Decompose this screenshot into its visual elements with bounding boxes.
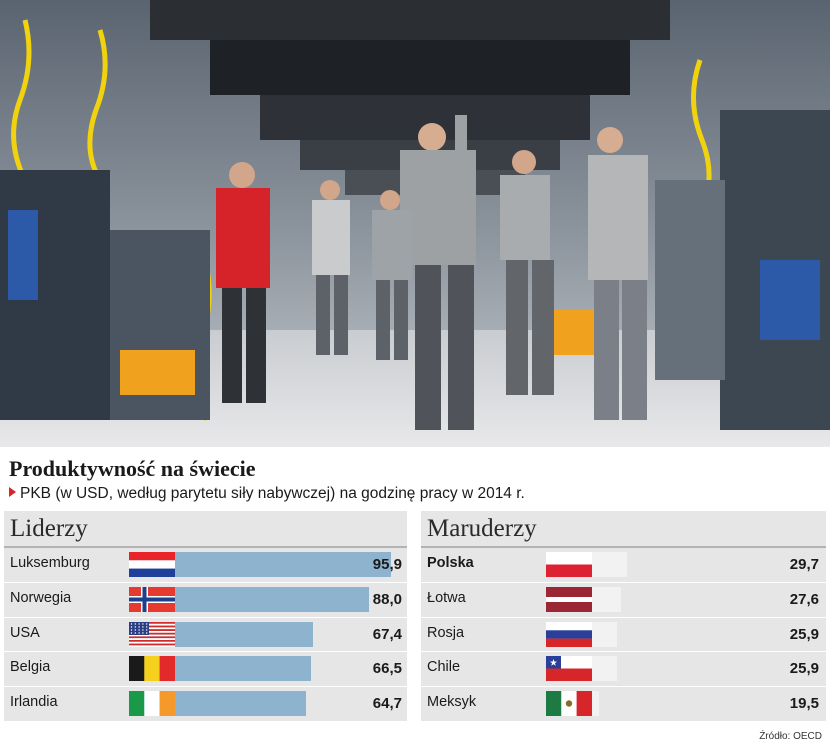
source-note: Źródło: OECD — [759, 731, 822, 742]
leaders-divider — [4, 546, 407, 548]
leaders-panel: Liderzy Luksemburg 95,9 Norwegia 88,0 USA 67,… — [4, 511, 407, 721]
leaders-country-label: Luksemburg — [10, 555, 90, 571]
laggards-row: Rosja 25,9 — [421, 616, 826, 652]
laggards-panel: Maruderzy Polska 29,7 Łotwa 27,6 Rosja 25,9 Ch… — [421, 511, 826, 721]
leaders-title: Liderzy — [10, 515, 88, 542]
laggards-row: Polska 29,7 — [421, 548, 826, 582]
laggards-country-label: Łotwa — [427, 589, 466, 606]
leaders-row: Luksemburg 95,9 — [4, 548, 407, 582]
chile-flag-icon — [546, 656, 592, 682]
triangle-bullet-icon — [9, 487, 16, 497]
norway-flag-icon — [129, 586, 175, 612]
laggards-value-label: 27,6 — [789, 590, 819, 608]
leaders-value-label: 64,7 — [372, 695, 402, 713]
ireland-flag-icon — [129, 691, 175, 717]
leaders-value-label: 66,5 — [372, 660, 402, 678]
leaders-value-label: 88,0 — [372, 590, 402, 608]
chart-title: Produktywność na świecie — [9, 456, 256, 481]
laggards-divider — [421, 546, 826, 548]
leaders-rows: Luksemburg 95,9 Norwegia 88,0 USA 67,4 Belgia 6… — [4, 548, 407, 721]
leaders-row: Norwegia 88,0 — [4, 581, 407, 617]
laggards-country-label: Polska — [427, 555, 474, 571]
laggards-row: Chile 25,9 — [421, 651, 826, 686]
poland-flag-icon — [546, 552, 592, 577]
laggards-value-label: 19,5 — [789, 695, 819, 713]
leaders-country-label: USA — [10, 624, 40, 641]
leaders-value-label: 67,4 — [372, 625, 402, 643]
laggards-title: Maruderzy — [427, 515, 537, 542]
laggards-value-label: 29,7 — [789, 556, 819, 573]
factory-assembly-line-photo — [0, 0, 830, 447]
laggards-value-label: 25,9 — [789, 625, 819, 643]
russia-flag-icon — [546, 621, 592, 647]
chart-subtitle-text: PKB (w USD, według parytetu siły nabywcz… — [20, 485, 525, 502]
laggards-country-label: Rosja — [427, 624, 465, 641]
leaders-value-label: 95,9 — [372, 556, 402, 573]
laggards-country-label: Meksyk — [427, 694, 477, 711]
laggards-row: Meksyk 19,5 — [421, 686, 826, 721]
belgium-flag-icon — [129, 656, 175, 682]
leaders-row: Belgia 66,5 — [4, 651, 407, 686]
leaders-country-label: Irlandia — [10, 694, 58, 711]
leaders-row: Irlandia 64,7 — [4, 686, 407, 721]
leaders-country-label: Belgia — [10, 659, 51, 676]
laggards-rows: Polska 29,7 Łotwa 27,6 Rosja 25,9 Chile 25,9 Mek… — [421, 548, 826, 721]
luxembourg-flag-icon — [129, 552, 175, 577]
chart-subtitle: PKB (w USD, według parytetu siły nabywcz… — [9, 485, 525, 503]
usa-flag-icon — [129, 621, 175, 647]
mexico-flag-icon — [546, 691, 592, 717]
laggards-value-label: 25,9 — [789, 660, 819, 678]
laggards-country-label: Chile — [427, 659, 461, 676]
latvia-flag-icon — [546, 586, 592, 612]
leaders-country-label: Norwegia — [10, 589, 72, 606]
leaders-row: USA 67,4 — [4, 616, 407, 652]
laggards-row: Łotwa 27,6 — [421, 581, 826, 617]
